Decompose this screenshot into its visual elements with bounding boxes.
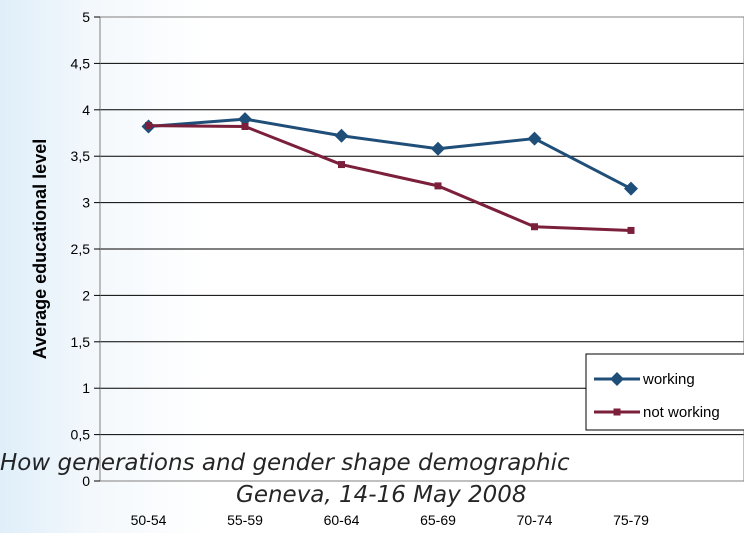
legend-swatch-marker	[610, 372, 624, 386]
y-tick-label: 2	[82, 287, 90, 303]
y-tick-label: 4	[82, 102, 90, 118]
footer-title: How generations and gender shape demogra…	[0, 450, 570, 476]
series-layer	[141, 112, 638, 234]
series-line-not-working	[148, 124, 632, 232]
x-tick-label: 60-64	[324, 512, 360, 528]
x-tick-label: 65-69	[420, 512, 456, 528]
y-tick-label: 3	[82, 195, 90, 211]
y-axis-ticks: 0 0,5 1 1,5 2 2,5 3 3,5 4 4,5 5	[71, 9, 100, 489]
data-point	[238, 112, 252, 127]
y-tick-label: 4,5	[71, 55, 91, 71]
x-tick-label: 55-59	[227, 512, 263, 528]
data-point	[434, 182, 442, 190]
y-tick-label: 1,5	[71, 334, 91, 350]
data-point	[531, 223, 538, 231]
legend-box	[585, 353, 744, 431]
data-point	[145, 122, 152, 130]
x-tick-label: 75-79	[613, 512, 649, 528]
y-axis-label: Average educational level	[30, 139, 50, 359]
legend-label: working	[642, 371, 695, 388]
x-axis-ticks: 50-54 55-59 60-64 65-69 70-74 75-79	[131, 512, 650, 528]
legend-swatch-marker	[613, 408, 621, 416]
data-point	[627, 226, 635, 234]
y-tick-label: 2,5	[71, 241, 91, 257]
x-tick-label: 50-54	[131, 512, 167, 528]
y-tick-label: 1	[82, 380, 90, 396]
legend: working not working	[585, 353, 744, 431]
y-tick-label: 3,5	[71, 148, 91, 164]
y-tick-label: 5	[82, 9, 90, 25]
data-point	[527, 131, 542, 146]
data-point	[241, 123, 249, 131]
series-line-working	[148, 117, 632, 191]
y-tick-label: 0	[82, 473, 90, 489]
legend-label: not working	[643, 404, 720, 421]
x-tick-label: 70-74	[517, 512, 553, 528]
footer-date: Geneva, 14-16 May 2008	[236, 482, 527, 508]
data-point	[338, 161, 345, 169]
data-point	[624, 181, 638, 196]
y-tick-label: 0,5	[71, 427, 91, 443]
data-point	[431, 141, 445, 156]
data-point	[334, 128, 349, 143]
